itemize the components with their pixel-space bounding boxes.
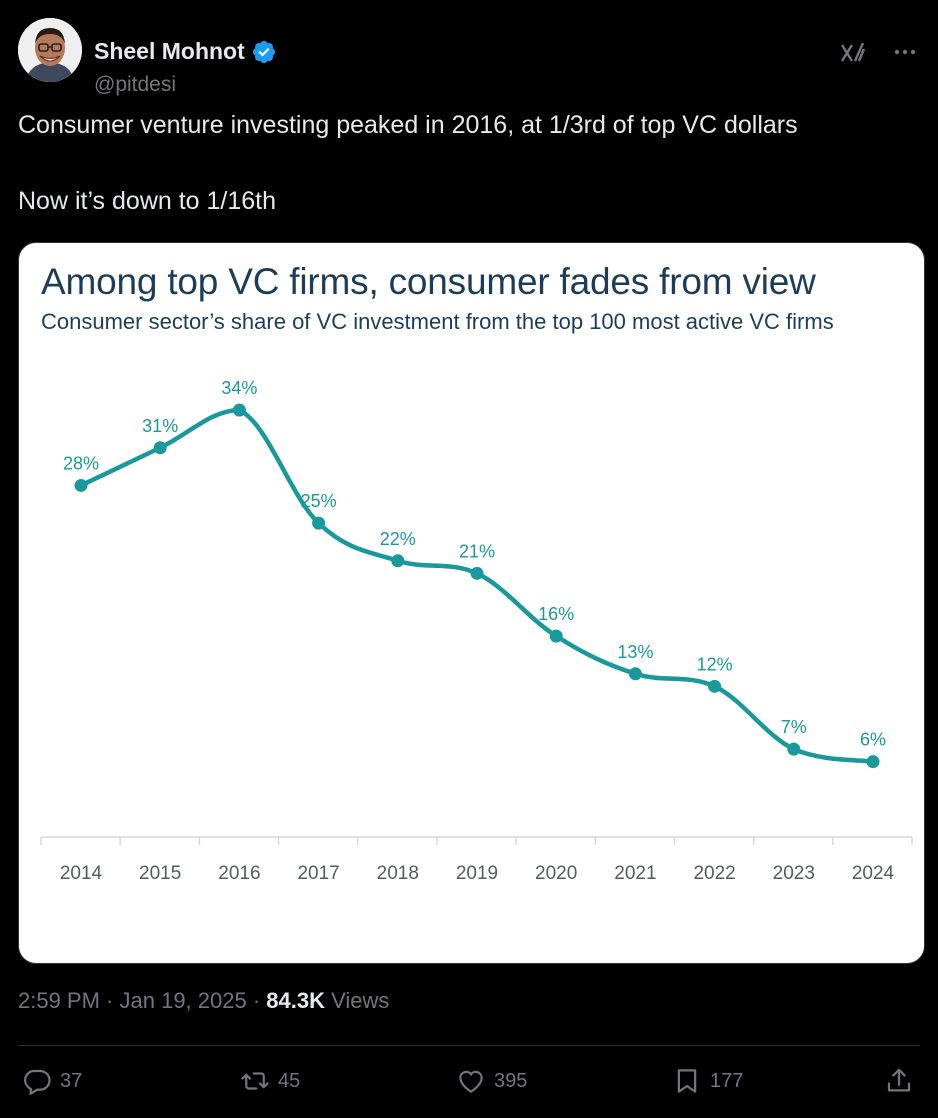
data-point-2017 (312, 516, 326, 530)
data-point-2015 (153, 441, 167, 455)
tweet-time[interactable]: 2:59 PM (18, 988, 100, 1013)
data-label-2021: 13% (617, 642, 653, 662)
author-name-text[interactable]: Sheel Mohnot (94, 38, 245, 64)
data-point-2018 (391, 554, 405, 568)
reply-count: 37 (60, 1069, 83, 1092)
data-label-2024: 6% (860, 730, 886, 750)
chart-title: Among top VC firms, consumer fades from … (41, 261, 816, 302)
views-count: 84.3K (266, 988, 326, 1013)
bookmark-button[interactable]: 177 (672, 1066, 743, 1096)
x-tick-label-2018: 2018 (377, 863, 419, 884)
data-label-2018: 22% (380, 529, 416, 549)
x-tick-label-2024: 2024 (852, 863, 895, 884)
data-point-2014 (74, 478, 88, 492)
x-tick-label-2019: 2019 (456, 863, 498, 884)
x-tick-label-2021: 2021 (614, 863, 656, 884)
x-tick-label-2022: 2022 (693, 863, 735, 884)
tweet-meta: 2:59 PM · Jan 19, 2025 · 84.3K Views (18, 988, 389, 1014)
series-line (78, 407, 876, 764)
share-icon (887, 1068, 911, 1092)
share-button[interactable] (884, 1066, 914, 1096)
data-point-2016 (232, 403, 246, 417)
avatar[interactable] (18, 18, 82, 82)
data-label-2016: 34% (221, 378, 257, 398)
grok-icon[interactable] (838, 38, 868, 68)
divider (18, 1045, 920, 1046)
x-tick-label-2016: 2016 (218, 863, 260, 884)
x-tick-label-2014: 2014 (60, 863, 103, 884)
more-icon[interactable] (890, 36, 920, 66)
chart-subtitle: Consumer sector’s share of VC investment… (41, 309, 834, 334)
x-tick-label-2020: 2020 (535, 863, 577, 884)
data-label-2019: 21% (459, 541, 495, 561)
action-bar: 37 45 395 177 (22, 1066, 918, 1102)
data-point-2024 (866, 755, 880, 769)
bookmark-icon (677, 1069, 697, 1093)
like-button[interactable]: 395 (456, 1066, 527, 1096)
views-label: Views (325, 988, 390, 1013)
data-label-2017: 25% (301, 491, 337, 511)
author-name[interactable]: Sheel Mohnot (94, 38, 277, 65)
x-tick-label-2017: 2017 (297, 863, 339, 884)
x-tick-label-2015: 2015 (139, 863, 181, 884)
repost-button[interactable]: 45 (240, 1066, 300, 1096)
tweet-text-line: Now it’s down to 1/16th (18, 187, 277, 215)
tweet-header: Sheel Mohnot @pitdesi (18, 18, 920, 96)
retweet-icon (241, 1072, 269, 1090)
reply-icon (23, 1069, 51, 1096)
verified-badge-icon (252, 40, 275, 63)
data-label-2023: 7% (781, 717, 807, 737)
bookmark-count: 177 (710, 1069, 744, 1092)
data-point-2020 (549, 629, 563, 643)
data-label-2020: 16% (538, 604, 574, 624)
reply-button[interactable]: 37 (22, 1066, 82, 1096)
data-point-2023 (787, 742, 801, 756)
like-icon (459, 1070, 483, 1093)
meta-separator: · (99, 988, 120, 1013)
line-chart: 28% 31% 34% 25% 22% 21% 16% 13% 12% 7% 6% 2014 2015… (40, 378, 913, 884)
meta-separator: · (246, 988, 267, 1013)
data-label-2022: 12% (697, 654, 733, 674)
tweet-date[interactable]: Jan 19, 2025 (119, 988, 247, 1013)
author-handle[interactable]: @pitdesi (94, 73, 177, 96)
data-label-2015: 31% (142, 416, 178, 436)
chart-image-card[interactable]: Among top VC firms, consumer fades from … (18, 242, 925, 964)
tweet-text-line: Consumer venture investing peaked in 201… (18, 111, 798, 139)
data-label-2014: 28% (63, 453, 99, 473)
tweet-text: Consumer venture investing peaked in 201… (18, 108, 918, 218)
x-tick-label-2023: 2023 (773, 863, 815, 884)
data-point-2022 (708, 679, 722, 693)
data-point-2021 (628, 667, 642, 681)
data-point-2019 (470, 566, 484, 580)
like-count: 395 (494, 1069, 528, 1092)
repost-count: 45 (278, 1069, 301, 1092)
